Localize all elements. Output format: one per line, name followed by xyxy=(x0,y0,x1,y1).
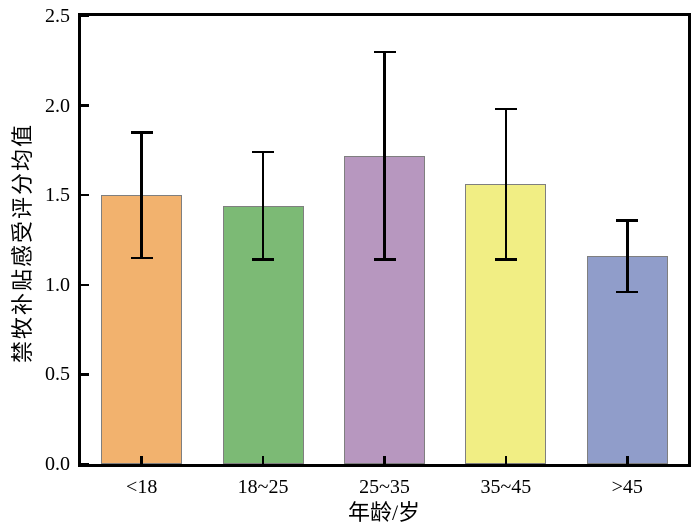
bar-35~45 xyxy=(465,184,547,464)
y-tick-label-0.0: 0.0 xyxy=(45,453,70,475)
y-tick-1.5 xyxy=(81,193,89,197)
error-bar-<18 xyxy=(140,132,143,258)
x-tick-label->45: >45 xyxy=(611,476,643,498)
error-cap-bottom->45 xyxy=(616,290,639,294)
y-tick-1.0 xyxy=(81,283,89,287)
y-tick-0.5 xyxy=(81,373,89,376)
y-tick-label-2.5: 2.5 xyxy=(45,5,70,27)
error-cap-top-25~35 xyxy=(373,50,396,54)
error-cap-bottom-<18 xyxy=(130,256,153,260)
y-tick-label-1.5: 1.5 xyxy=(45,184,70,207)
x-tick-25~35 xyxy=(383,456,386,464)
y-tick-label-2.0: 2.0 xyxy=(45,94,70,117)
x-tick-label-25~35: 25~35 xyxy=(359,476,410,498)
bar->45 xyxy=(586,256,668,464)
error-cap-top-<18 xyxy=(130,131,153,134)
x-axis-title: 年龄/岁 xyxy=(347,500,421,525)
plot-area xyxy=(78,13,691,467)
error-bar->45 xyxy=(626,220,629,292)
y-tick-2.0 xyxy=(81,104,89,107)
error-cap-bottom-35~45 xyxy=(494,258,517,261)
x-tick-label-35~45: 35~45 xyxy=(480,476,532,498)
error-cap-top-18~25 xyxy=(252,150,275,154)
x-tick->45 xyxy=(626,456,629,464)
y-tick-0.0 xyxy=(81,462,89,466)
y-axis-title: 禁牧补贴感受评分均值 xyxy=(10,122,35,364)
error-bar-35~45 xyxy=(504,109,508,260)
error-bar-18~25 xyxy=(261,152,265,260)
y-tick-label-0.5: 0.5 xyxy=(45,363,70,386)
y-tick-label-1.0: 1.0 xyxy=(45,273,70,296)
error-cap-top-35~45 xyxy=(494,107,517,111)
x-tick-label-<18: <18 xyxy=(126,476,158,498)
error-cap-top->45 xyxy=(616,219,639,222)
x-tick-<18 xyxy=(140,456,143,464)
x-tick-35~45 xyxy=(504,456,508,464)
error-bar-25~35 xyxy=(383,51,386,260)
y-tick-2.5 xyxy=(81,14,89,18)
error-cap-bottom-25~35 xyxy=(373,258,396,261)
x-tick-label-18~25: 18~25 xyxy=(237,476,289,498)
x-tick-18~25 xyxy=(261,456,265,464)
error-cap-bottom-18~25 xyxy=(252,258,275,261)
